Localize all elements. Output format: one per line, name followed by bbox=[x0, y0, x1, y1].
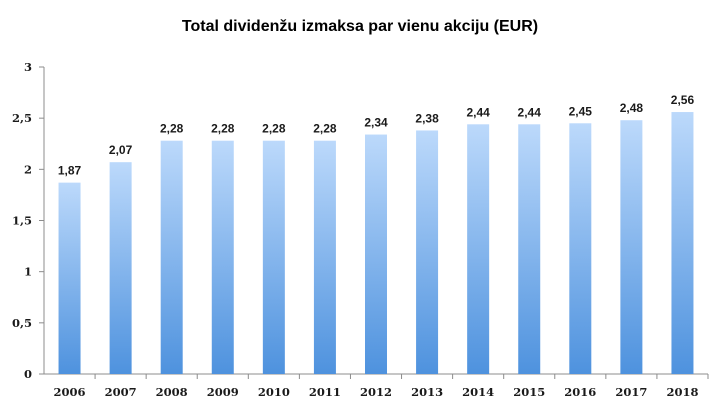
y-tick-label: 3 bbox=[24, 60, 32, 74]
data-label: 2,07 bbox=[109, 143, 133, 157]
y-tick-label: 0 bbox=[24, 367, 32, 381]
chart-title: Total dividenžu izmaksa par vienu akciju… bbox=[181, 18, 539, 35]
x-tick-label: 2018 bbox=[666, 385, 698, 399]
x-tick-label: 2015 bbox=[513, 385, 545, 399]
y-tick-label: 1,5 bbox=[12, 214, 32, 228]
data-label: 2,56 bbox=[671, 93, 695, 107]
bar bbox=[416, 130, 439, 374]
x-tick-label: 2007 bbox=[105, 385, 137, 399]
x-tick-label: 2011 bbox=[309, 385, 341, 399]
data-label: 2,34 bbox=[364, 116, 388, 130]
data-label: 2,28 bbox=[160, 122, 184, 136]
data-label: 2,28 bbox=[313, 122, 337, 136]
data-label: 2,44 bbox=[466, 105, 490, 119]
x-tick-label: 2009 bbox=[207, 385, 239, 399]
y-tick-label: 2 bbox=[24, 162, 32, 176]
data-label: 2,28 bbox=[262, 122, 286, 136]
bar bbox=[262, 140, 285, 374]
data-label: 2,48 bbox=[620, 101, 644, 115]
data-label: 2,44 bbox=[518, 105, 542, 119]
x-tick-label: 2008 bbox=[156, 385, 188, 399]
bar bbox=[671, 112, 694, 374]
x-tick-label: 2010 bbox=[258, 385, 290, 399]
bar bbox=[365, 134, 387, 374]
bar bbox=[211, 140, 234, 374]
y-tick-label: 2,5 bbox=[12, 111, 32, 125]
x-tick-label: 2013 bbox=[411, 385, 443, 399]
bar bbox=[518, 124, 541, 374]
x-tick-label: 2017 bbox=[615, 385, 647, 399]
bar bbox=[313, 140, 336, 374]
data-label: 2,28 bbox=[211, 122, 235, 136]
bar bbox=[620, 120, 643, 374]
bar bbox=[109, 162, 132, 374]
x-tick-label: 2012 bbox=[360, 385, 392, 399]
bar bbox=[160, 140, 183, 374]
bar bbox=[467, 124, 490, 374]
bar bbox=[569, 123, 592, 375]
data-label: 2,45 bbox=[569, 104, 593, 118]
y-tick-label: 0,5 bbox=[12, 316, 32, 330]
data-label: 2,38 bbox=[415, 111, 439, 125]
x-tick-label: 2006 bbox=[54, 385, 86, 399]
x-tick-label: 2014 bbox=[462, 385, 494, 399]
y-tick-label: 1 bbox=[24, 265, 32, 279]
bar bbox=[58, 182, 81, 374]
data-label: 1,87 bbox=[58, 164, 82, 178]
x-tick-label: 2016 bbox=[564, 385, 596, 399]
